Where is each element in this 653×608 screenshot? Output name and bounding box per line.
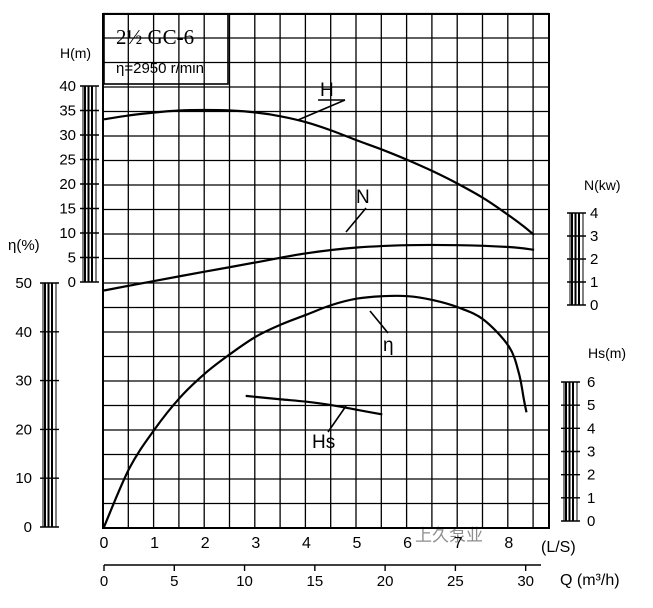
eta-axis-tick-label: 0	[24, 519, 32, 536]
hs-axis-tick-label: 5	[587, 397, 595, 414]
eta-axis-title: η(%)	[8, 237, 40, 254]
h-axis-tick-label: 25	[59, 152, 76, 169]
h-axis-tick-label: 35	[59, 103, 76, 120]
x2-tick-label: 10	[236, 573, 253, 590]
hs-axis-tick-label: 2	[587, 467, 595, 484]
x2-tick-label: 5	[170, 573, 178, 590]
hs-axis-tick-label: 6	[587, 374, 595, 391]
n-axis-title: N(kw)	[584, 177, 621, 193]
chart-subtitle: η=2950 r/min	[116, 60, 204, 77]
x-tick-label: 3	[251, 535, 260, 552]
n-axis-tick-label: 1	[590, 274, 598, 291]
axis-scales: 0510152025303540010203040500123401234560…	[15, 78, 598, 590]
hs-curve	[245, 394, 383, 416]
h-curve-label: H	[320, 80, 334, 101]
h-curve	[103, 108, 535, 236]
hs-axis-tick-label: 4	[587, 420, 595, 437]
x2-axis-title: Q (m³/h)	[560, 572, 620, 589]
curves	[102, 108, 535, 528]
eta-axis-tick-label: 10	[15, 470, 32, 487]
h-axis-tick-label: 0	[68, 274, 76, 291]
h-curve-label-leader	[297, 99, 346, 121]
hs-curve-label: Hs	[312, 432, 335, 453]
x-tick-label: 6	[403, 535, 412, 552]
title-box: 2½ GC-6 η=2950 r/min	[103, 13, 229, 85]
plot-frame	[102, 13, 550, 529]
n-axis-tick-label: 4	[590, 205, 598, 222]
chart-title: 2½ GC-6	[116, 25, 194, 49]
hs-axis-tick-label: 0	[587, 513, 595, 530]
eta-axis-tick-label: 50	[15, 275, 32, 292]
x-tick-label: 0	[100, 535, 109, 552]
n-curve-label: N	[356, 187, 370, 208]
x-tick-label: 2	[201, 535, 210, 552]
hs-axis-title: Hs(m)	[588, 345, 626, 361]
watermark-text: 上久泵业	[415, 526, 483, 545]
eta-curve-label-leader	[369, 310, 389, 334]
x-axis-unit: (L/S)	[541, 539, 576, 556]
x2-tick-label: 0	[100, 573, 108, 590]
hs-axis-tick-label: 1	[587, 490, 595, 507]
h-axis-tick-label: 20	[59, 176, 76, 193]
curve-labels: H Nη Hs	[297, 80, 394, 453]
eta-curve	[102, 294, 528, 528]
n-curve	[103, 243, 535, 292]
x2-tick-label: 25	[447, 573, 464, 590]
x-tick-label: 5	[353, 535, 362, 552]
h-axis-tick-label: 10	[59, 225, 76, 242]
hs-axis-tick-label: 3	[587, 444, 595, 461]
eta-axis-tick-label: 40	[15, 324, 32, 341]
x-tick-label: 4	[302, 535, 311, 552]
x-tick-label: 8	[504, 535, 513, 552]
h-axis-title: H(m)	[60, 45, 91, 61]
h-axis-tick-label: 30	[59, 127, 76, 144]
n-axis-tick-label: 0	[590, 297, 598, 314]
h-axis-tick-label: 15	[59, 201, 76, 218]
eta-axis-tick-label: 30	[15, 373, 32, 390]
n-axis-tick-label: 3	[590, 228, 598, 245]
n-axis-tick-label: 2	[590, 251, 598, 268]
h-axis-tick-label: 40	[59, 78, 76, 95]
eta-curve-label: η	[383, 335, 394, 356]
hs-curve-label-leader	[327, 405, 347, 433]
h-axis-tick-label: 5	[68, 250, 76, 267]
n-curve-label-leader	[345, 207, 367, 233]
x-tick-label: 1	[150, 535, 159, 552]
x2-tick-label: 15	[306, 573, 323, 590]
x2-tick-label: 20	[377, 573, 394, 590]
eta-axis-tick-label: 20	[15, 421, 32, 438]
x2-tick-label: 30	[517, 573, 534, 590]
x-tick-label: 7	[454, 535, 463, 552]
